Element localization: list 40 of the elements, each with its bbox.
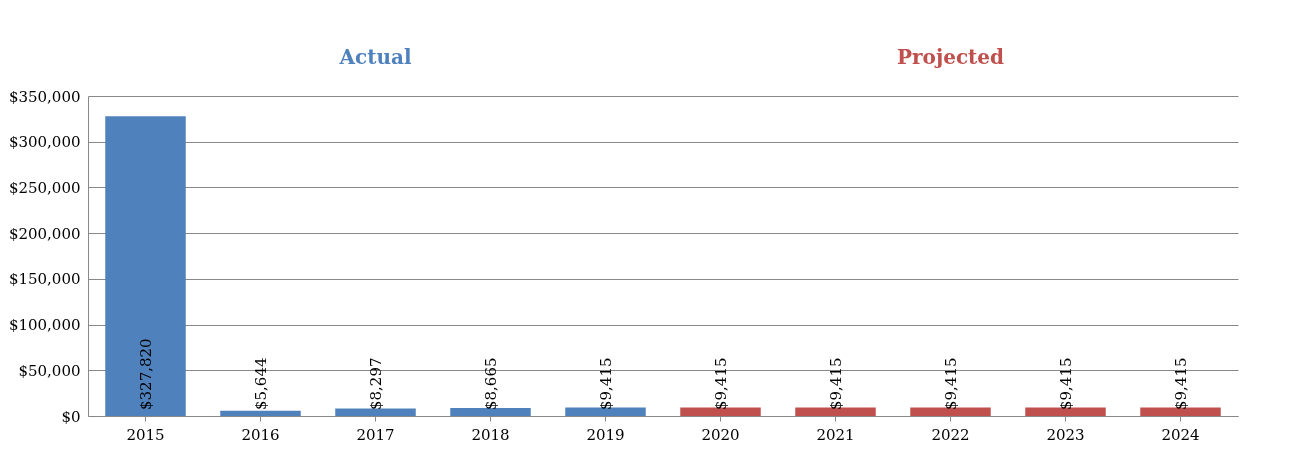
y-tick-label: $200,000 [8,224,81,243]
x-tick-label: 2023 [1046,425,1085,444]
bar [450,408,531,416]
bar [105,116,186,416]
bar [795,407,876,416]
y-tick-label: $100,000 [8,316,81,335]
data-label: $9,415 [941,357,960,410]
data-label: $8,665 [481,357,500,410]
data-label: $5,644 [251,357,270,410]
data-label: $9,415 [1056,357,1075,410]
bar [910,407,991,416]
bar [1140,407,1221,416]
y-tick-label: $0 [61,407,81,426]
bar [680,407,761,416]
x-tick-label: 2015 [126,425,165,444]
x-tick-label: 2020 [701,425,740,444]
data-label: $9,415 [711,357,730,410]
x-tick-label: 2024 [1161,425,1200,444]
data-label: $327,820 [136,338,155,410]
bar [1025,407,1106,416]
y-tick-label: $300,000 [8,133,81,152]
data-label: $9,415 [826,357,845,410]
data-label: $9,415 [1171,357,1190,410]
y-tick-label: $150,000 [8,270,81,289]
bar [335,408,416,416]
bar [565,407,646,416]
x-tick-label: 2021 [816,425,855,444]
x-tick-label: 2017 [356,425,395,444]
text: Actual [338,45,412,69]
x-tick-label: 2019 [586,425,625,444]
data-label: $9,415 [596,357,615,410]
x-tick-label: 2022 [931,425,970,444]
x-tick-label: 2016 [241,425,280,444]
x-tick-label: 2018 [471,425,510,444]
text: Projected [896,45,1005,69]
y-tick-label: $250,000 [8,178,81,197]
y-tick-label: $350,000 [8,87,81,106]
bar [220,410,301,416]
data-label: $8,297 [366,357,385,410]
y-tick-label: $50,000 [18,361,81,380]
